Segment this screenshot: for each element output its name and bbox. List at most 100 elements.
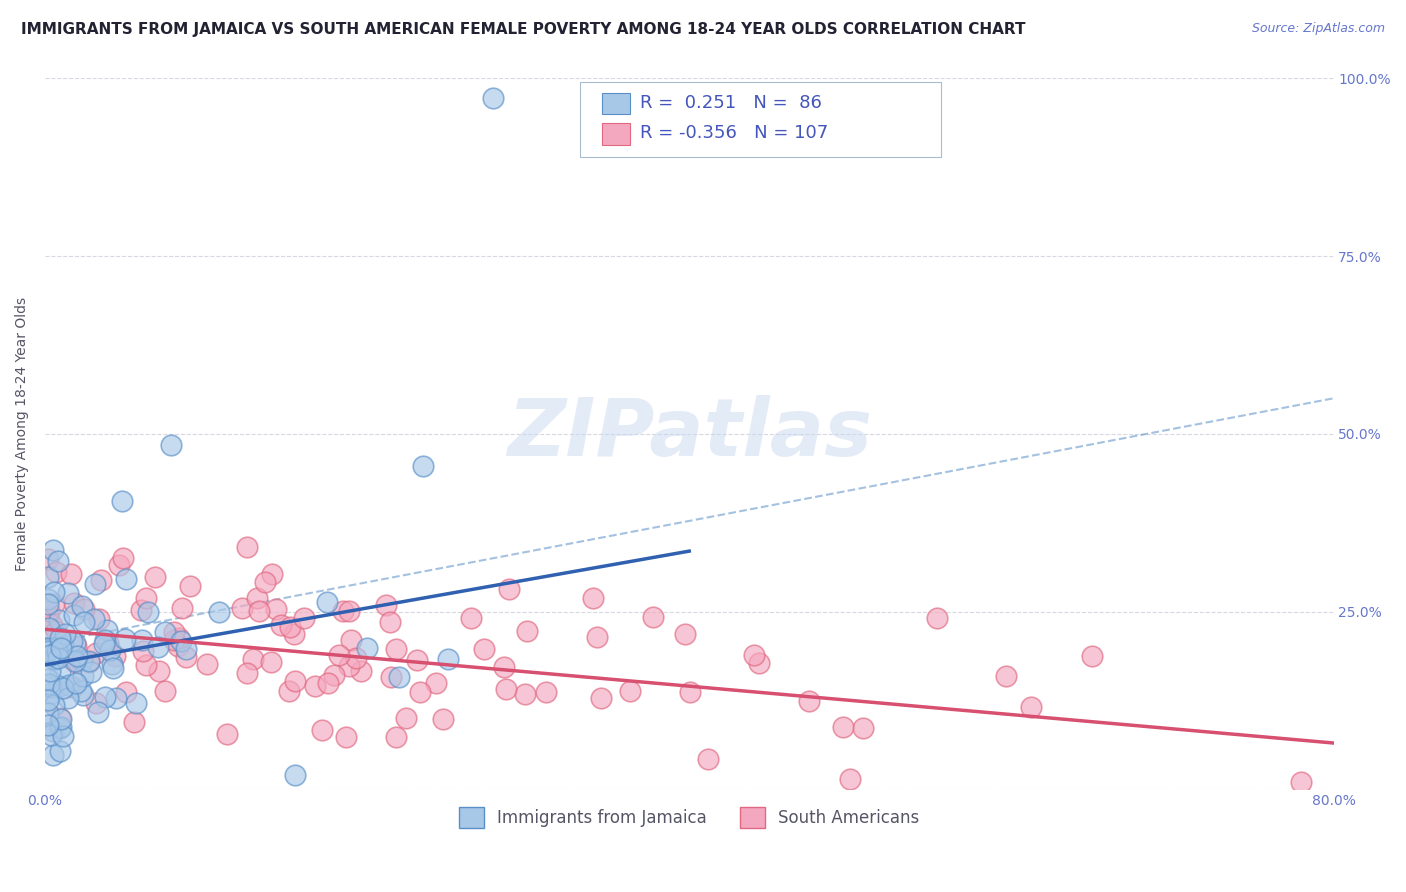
Point <box>516 624 538 639</box>
Point <box>86 706 108 720</box>
Point <box>49 744 72 758</box>
Point <box>94 633 117 648</box>
Point <box>114 632 136 646</box>
Point <box>340 633 363 648</box>
Text: R = -0.356   N = 107: R = -0.356 N = 107 <box>640 124 828 142</box>
Point <box>58 678 80 692</box>
Point <box>38 621 60 635</box>
Point <box>111 494 134 508</box>
Point <box>37 643 59 657</box>
Point <box>395 711 418 725</box>
FancyBboxPatch shape <box>602 123 630 145</box>
Point <box>41 617 63 632</box>
Point <box>96 624 118 638</box>
Point <box>48 613 70 627</box>
Point <box>83 576 105 591</box>
Point <box>994 669 1017 683</box>
Point <box>405 652 427 666</box>
Point <box>39 680 62 694</box>
Point <box>48 721 70 735</box>
Point <box>481 91 503 105</box>
Point <box>41 640 63 654</box>
Point <box>42 597 65 611</box>
Point <box>170 601 193 615</box>
Point <box>115 685 138 699</box>
Point <box>62 596 84 610</box>
Point <box>494 660 516 674</box>
Point <box>247 604 270 618</box>
Point <box>65 640 87 654</box>
Point <box>385 730 408 744</box>
Point <box>270 618 292 632</box>
Point <box>277 683 299 698</box>
Point <box>337 659 360 673</box>
Point <box>246 591 269 606</box>
Point <box>1081 648 1104 663</box>
Point <box>38 676 60 690</box>
Point <box>673 627 696 641</box>
Point <box>87 612 110 626</box>
Point <box>335 730 357 744</box>
Text: Source: ZipAtlas.com: Source: ZipAtlas.com <box>1251 22 1385 36</box>
Point <box>39 665 62 679</box>
Point <box>52 729 75 743</box>
Point <box>498 582 520 596</box>
Point <box>37 673 59 687</box>
Point <box>495 681 517 696</box>
Point <box>45 566 67 580</box>
Point <box>45 624 67 638</box>
Point <box>748 656 770 670</box>
Point <box>63 636 86 650</box>
Y-axis label: Female Poverty Among 18-24 Year Olds: Female Poverty Among 18-24 Year Olds <box>15 297 30 571</box>
Point <box>112 550 135 565</box>
Point <box>231 600 253 615</box>
Point <box>49 720 72 734</box>
Point <box>37 640 59 655</box>
Point <box>927 611 949 625</box>
Point <box>46 554 69 568</box>
Point <box>536 685 558 699</box>
Point <box>100 657 122 671</box>
Point <box>679 684 702 698</box>
Point <box>37 609 59 624</box>
FancyBboxPatch shape <box>602 93 630 114</box>
Point <box>72 689 94 703</box>
Point <box>208 605 231 619</box>
Point <box>131 632 153 647</box>
Point <box>586 631 609 645</box>
Point <box>37 592 59 607</box>
Point <box>589 691 612 706</box>
Point <box>41 686 63 700</box>
Point <box>77 655 100 669</box>
Point <box>436 652 458 666</box>
Point <box>163 625 186 640</box>
Point <box>70 653 93 667</box>
Point <box>42 542 65 557</box>
Point <box>80 665 103 680</box>
Point <box>460 610 482 624</box>
Point <box>278 620 301 634</box>
Point <box>283 627 305 641</box>
Point <box>38 604 60 618</box>
Point <box>52 681 75 695</box>
Point <box>73 602 96 616</box>
Point <box>388 670 411 684</box>
Point <box>831 720 853 734</box>
Text: ZIPatlas: ZIPatlas <box>506 395 872 473</box>
Point <box>42 698 65 713</box>
Point <box>39 648 62 663</box>
Point <box>146 640 169 654</box>
Point <box>42 652 65 666</box>
Point <box>1291 775 1313 789</box>
Point <box>311 723 333 737</box>
Point <box>37 706 59 721</box>
Point <box>48 679 70 693</box>
Point <box>46 651 69 665</box>
Point <box>236 666 259 681</box>
Point <box>49 631 72 645</box>
Point <box>72 669 94 683</box>
Point <box>174 649 197 664</box>
Point <box>582 591 605 605</box>
Point <box>292 611 315 625</box>
Point <box>124 715 146 730</box>
